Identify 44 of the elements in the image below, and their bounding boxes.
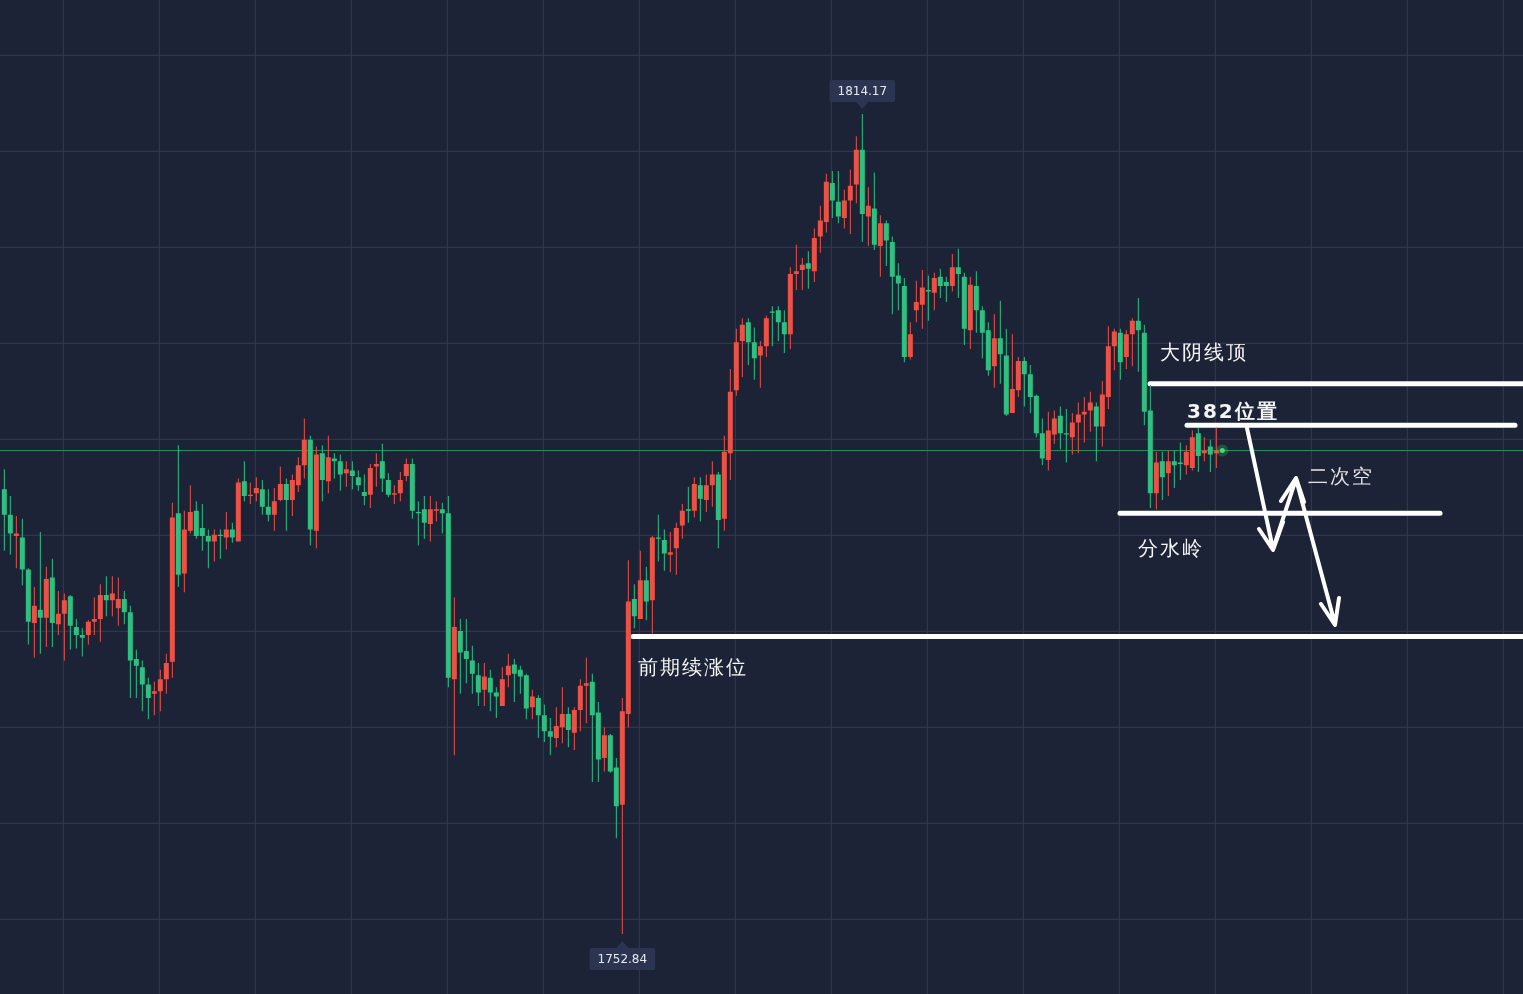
candlestick [79,628,85,657]
annotation: 1814.17 [837,84,888,98]
candlestick [481,663,487,706]
candlestick [847,169,853,234]
candlestick [1063,409,1069,463]
candlestick [361,474,367,506]
ref-line-label: 382位置 [1187,399,1279,424]
ref-line-label: 大阴线顶 [1160,340,1248,363]
candlestick [547,717,553,756]
candlestick [1135,298,1141,372]
text: 二次空 [1308,465,1374,487]
candlestick [61,593,67,661]
candlestick [151,681,157,716]
candlestick [391,485,397,505]
candlestick [1075,402,1081,454]
candlestick [685,486,691,523]
candlestick [1087,391,1093,432]
candlestick [997,300,1003,384]
candlestick [793,244,799,291]
ref-line-label: 分水岭 [1138,537,1204,560]
candlestick [955,248,961,299]
candlestick [91,597,97,636]
candlestick [37,532,43,654]
candlestick [439,502,445,534]
candlestick [469,645,475,694]
candlestick [373,453,379,487]
ref-line-label: 前期续涨位 [638,656,748,679]
candlestick [217,529,223,559]
candlestick [493,687,499,718]
candlestick [1081,397,1087,443]
candlestick [103,576,109,617]
candlestick [667,532,673,573]
candlestick [271,487,277,531]
candlestick [925,275,931,321]
candlestick [583,657,589,724]
candlestick [865,187,871,246]
candlestick [697,477,703,522]
candlestick [655,514,661,562]
candlestick [343,461,349,487]
candlestick [805,251,811,289]
candlestick [13,516,19,569]
candlestick [1213,427,1219,468]
annotation: 1752.84 [597,952,648,966]
candlestick [757,340,763,388]
